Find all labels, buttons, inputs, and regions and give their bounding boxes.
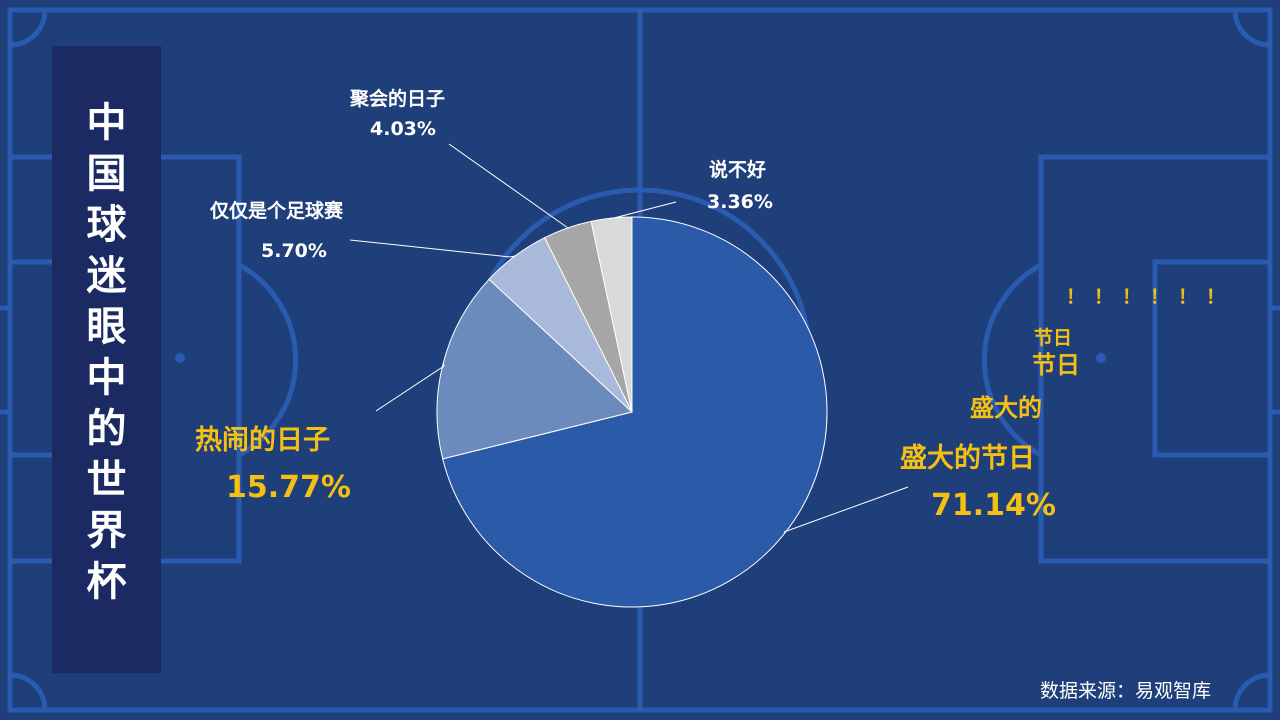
title-panel: 中国球迷眼中的世界杯 <box>52 46 161 673</box>
corner-arc-br <box>1232 672 1271 711</box>
leader-line <box>349 239 516 258</box>
title-character: 杯 <box>86 559 127 605</box>
slice-label-name: 聚会的日子 <box>350 88 446 110</box>
penalty-spot-left <box>175 353 185 363</box>
title-character: 球 <box>86 202 127 248</box>
pie-slice <box>590 216 633 413</box>
slice-label-name: 说不好 <box>709 159 767 181</box>
title-character: 迷 <box>86 253 127 299</box>
decor-text: 节日 <box>1034 327 1073 349</box>
corner-arc-tr <box>1232 9 1271 48</box>
title-character: 国 <box>86 151 127 197</box>
penalty-arc-right <box>981 262 1043 458</box>
goal-right <box>1267 305 1280 415</box>
slide-title: 中国球迷眼中的世界杯 <box>52 98 161 608</box>
decor-text: 盛大的 <box>970 394 1042 422</box>
leader-line <box>783 486 909 533</box>
slice-label-pct: 5.70% <box>261 240 327 262</box>
title-character: 中 <box>86 100 127 146</box>
title-character: 界 <box>86 508 127 554</box>
penalty-arc-left <box>237 262 299 458</box>
penalty-spot-right <box>1096 353 1106 363</box>
corner-arc-tl <box>9 9 48 48</box>
decor-exclamations: ！！！！！！ <box>1066 286 1235 308</box>
slice-label-name: 盛大的节日 <box>900 443 1035 474</box>
leader-line <box>448 143 570 229</box>
slice-label-pct: 71.14% <box>931 488 1056 523</box>
corner-arc-bl <box>9 672 48 711</box>
goal-left <box>0 305 13 415</box>
title-character: 眼 <box>86 304 127 350</box>
decor-text: 节日 <box>1032 351 1080 379</box>
slice-label-pct: 4.03% <box>370 118 436 140</box>
leader-line <box>609 201 677 220</box>
leader-line <box>375 363 445 412</box>
data-source-note: 数据来源：易观智库 <box>1039 680 1211 702</box>
slice-label-pct: 15.77% <box>226 470 351 505</box>
slice-label-name: 仅仅是个足球赛 <box>210 200 344 222</box>
title-character: 世 <box>86 457 127 503</box>
title-character: 中 <box>86 355 127 401</box>
slice-label-name: 热闹的日子 <box>195 425 330 456</box>
title-character: 的 <box>86 406 127 452</box>
slice-label-pct: 3.36% <box>707 191 773 213</box>
